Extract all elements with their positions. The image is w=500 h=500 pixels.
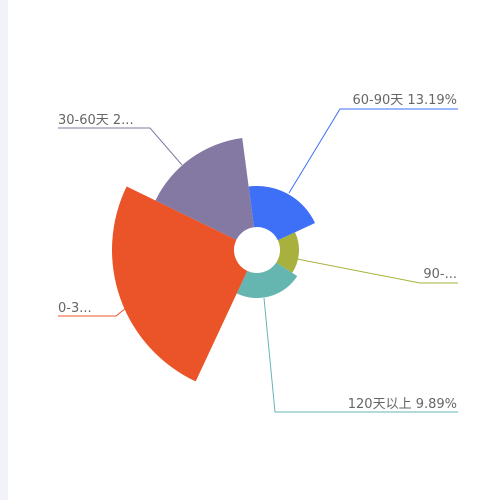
- leader-120-plus: [263, 297, 458, 413]
- slice-30-60[interactable]: [155, 137, 254, 240]
- leader-lines-group: [58, 108, 458, 413]
- slice-120-plus[interactable]: [236, 262, 298, 298]
- slice-label-90: 90-...: [423, 267, 457, 282]
- slice-90[interactable]: [276, 232, 300, 273]
- slice-60-90[interactable]: [248, 186, 316, 241]
- slices-group: [112, 137, 316, 382]
- slice-0-3[interactable]: [112, 186, 248, 382]
- leader-90: [296, 258, 458, 284]
- leader-60-90: [288, 108, 458, 194]
- slice-label-60-90: 60-90天 13.19%: [353, 93, 457, 108]
- slice-label-120-plus: 120天以上 9.89%: [348, 397, 457, 412]
- slice-label-0-3: 0-3...: [58, 301, 92, 316]
- leader-30-60: [58, 127, 183, 166]
- slice-label-30-60: 30-60天 2...: [58, 113, 134, 128]
- left-border-strip: [0, 0, 8, 500]
- leader-0-3: [58, 307, 127, 317]
